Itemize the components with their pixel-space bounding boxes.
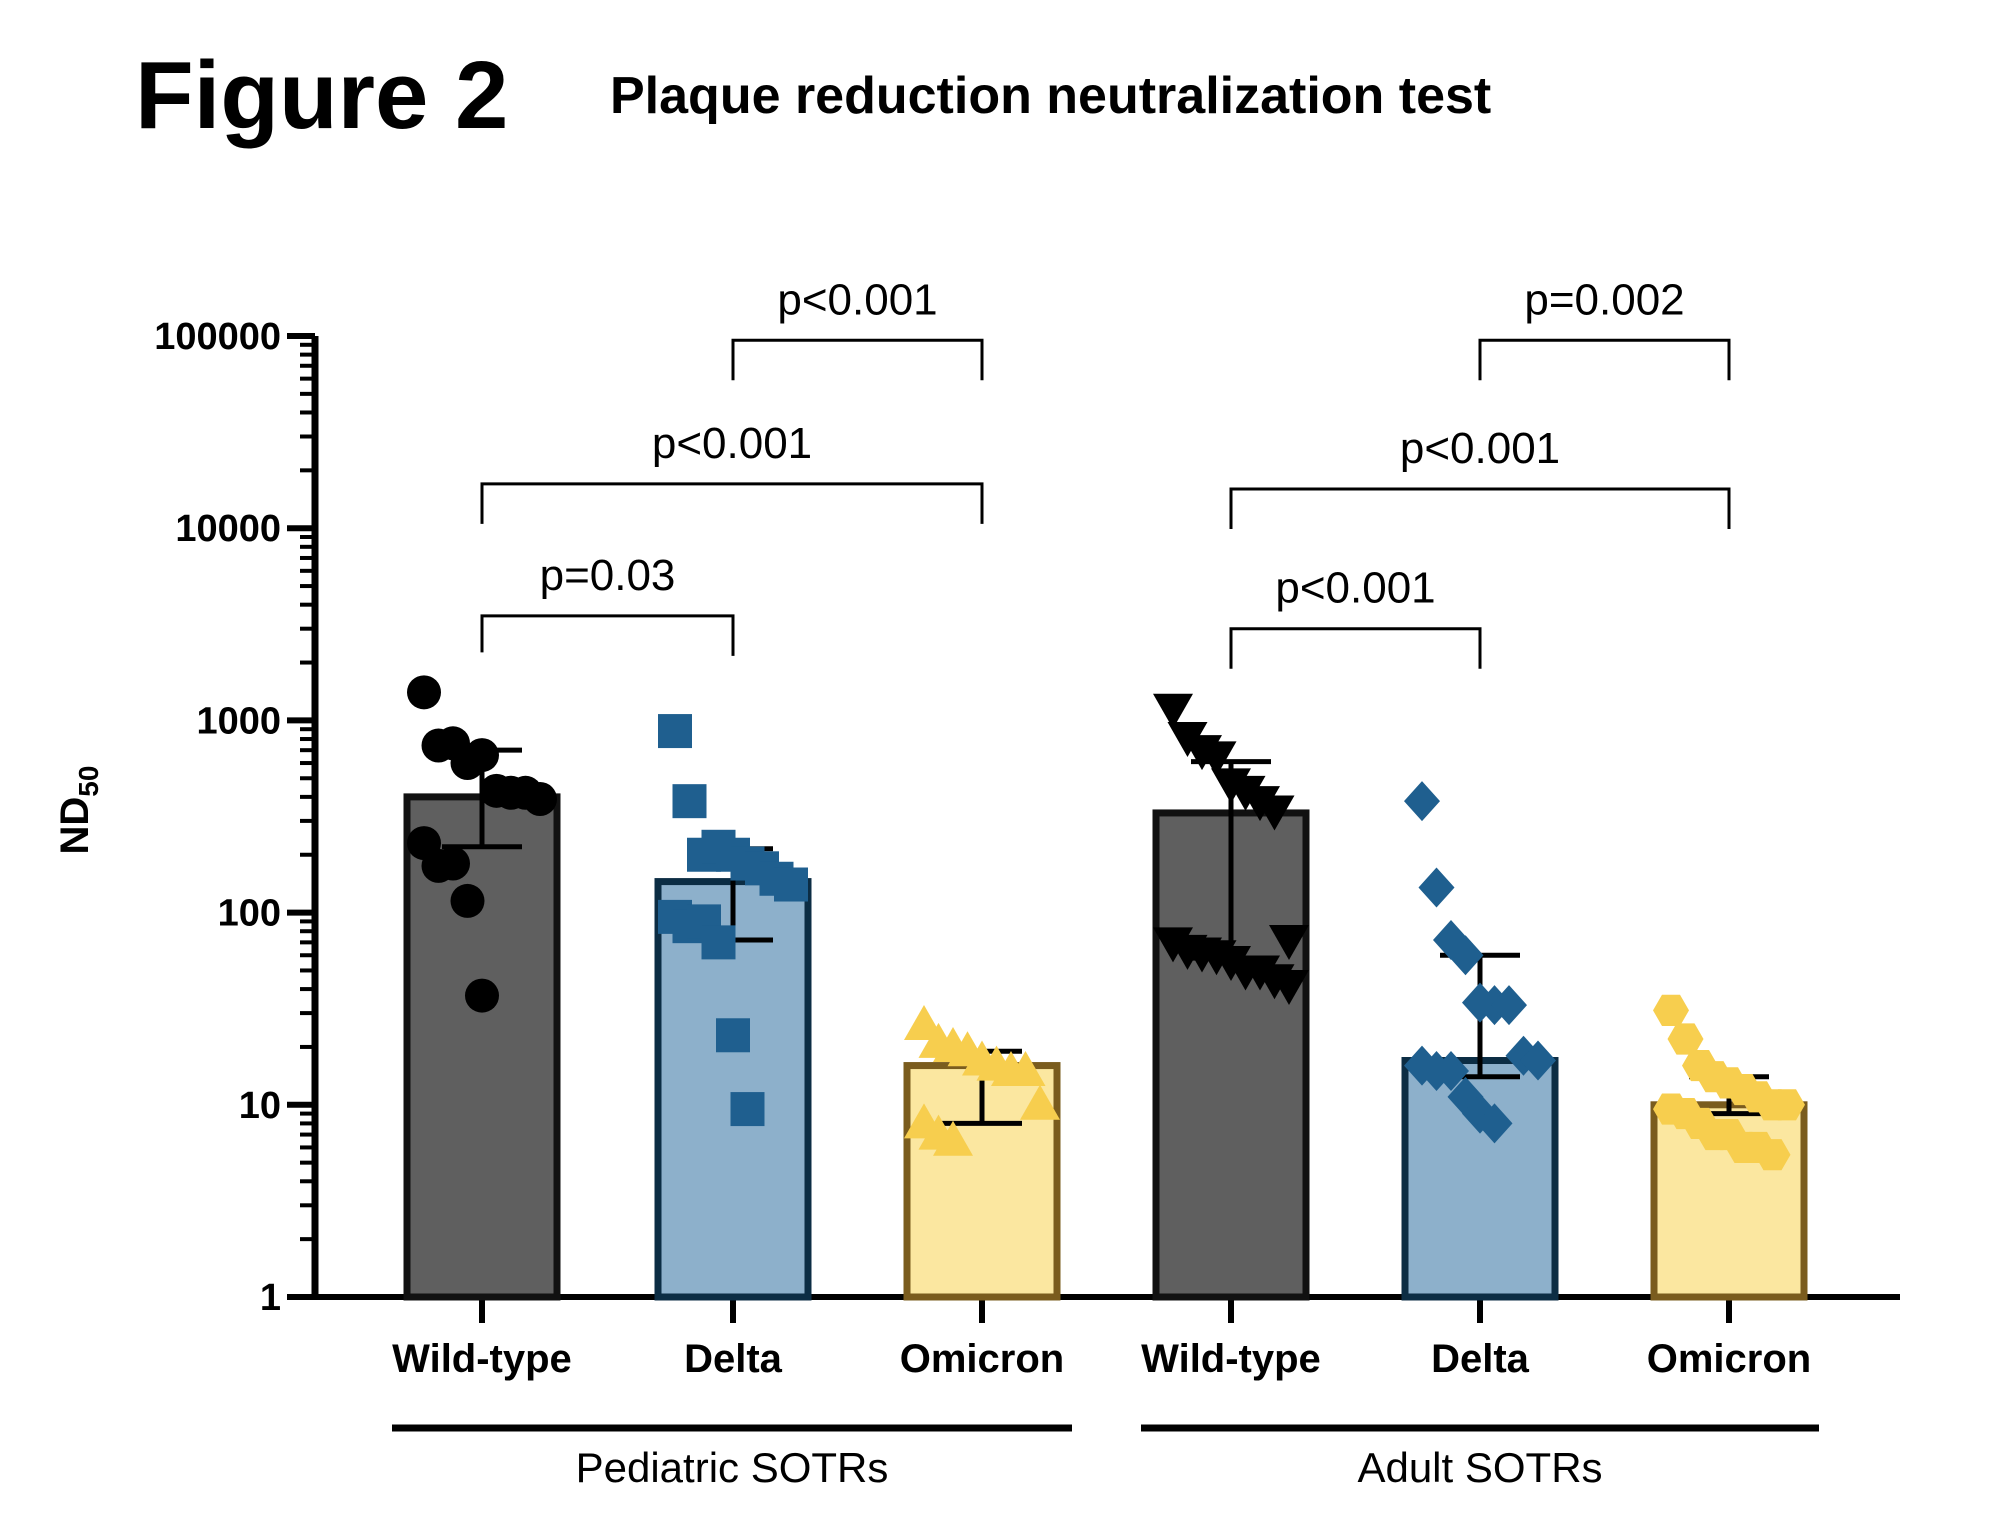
data-point xyxy=(1769,1089,1805,1121)
x-tick-label: Wild-type xyxy=(392,1337,572,1381)
axes: 1 10 100 1000 10000 100000 xyxy=(154,316,1900,1323)
significance-bracket xyxy=(1229,627,1482,669)
data-point xyxy=(1653,994,1689,1026)
chart-title: Plaque reduction neutralization test xyxy=(610,67,1492,125)
p-value-label: p<0.001 xyxy=(652,419,812,468)
x-tick-label: Wild-type xyxy=(1141,1337,1321,1381)
data-point xyxy=(1254,795,1295,831)
x-tick-label: Omicron xyxy=(900,1337,1064,1381)
data-point xyxy=(436,846,470,881)
category-labels: Wild-type Delta Omicron Pediatric SOTRs Wild… xyxy=(392,1337,1819,1491)
significance-bracket xyxy=(1478,338,1731,381)
significance-bracket xyxy=(480,482,984,524)
significance-bracket xyxy=(731,338,984,381)
data-point xyxy=(1667,1023,1704,1055)
y-tick-label: 100 xyxy=(218,893,281,935)
data-point xyxy=(1153,693,1193,729)
data-point xyxy=(774,867,808,902)
data-point xyxy=(407,675,441,710)
p-value-label: p<0.001 xyxy=(1275,564,1435,613)
data-point xyxy=(465,978,499,1013)
data-point xyxy=(1433,1050,1469,1091)
data-point xyxy=(1005,1050,1046,1086)
data-point xyxy=(1269,925,1309,961)
data-point xyxy=(658,714,692,749)
data-point xyxy=(1476,1103,1513,1144)
y-tick-label: 1 xyxy=(260,1277,281,1319)
x-tick-label: Delta xyxy=(1431,1337,1530,1381)
y-tick-label: 10000 xyxy=(175,508,281,550)
figure-label: Figure 2 xyxy=(135,42,509,149)
data-point xyxy=(1447,935,1484,976)
significance-bracket xyxy=(1229,487,1731,529)
data-point xyxy=(933,1120,973,1156)
data-point xyxy=(716,1018,750,1053)
group-label: Pediatric SOTRs xyxy=(576,1444,889,1491)
data-point xyxy=(1196,741,1237,777)
svg-text:ND50: ND50 xyxy=(53,766,104,855)
data-point xyxy=(1269,970,1309,1006)
y-axis-title-sub: 50 xyxy=(73,766,104,797)
x-tick-label: Delta xyxy=(684,1337,783,1381)
data-point xyxy=(465,738,499,773)
data-point xyxy=(450,883,485,918)
y-tick-label: 100000 xyxy=(154,316,281,358)
p-value-label: p=0.002 xyxy=(1524,275,1684,324)
data-point xyxy=(672,784,707,819)
y-tick-label: 1000 xyxy=(196,700,281,742)
data-point xyxy=(1418,867,1455,908)
p-value-label: p=0.03 xyxy=(540,551,676,600)
y-axis-title: ND50 xyxy=(53,766,104,855)
data-point xyxy=(730,1092,765,1127)
data-point xyxy=(1491,985,1527,1026)
bars xyxy=(403,793,1808,1301)
significance-bracket xyxy=(480,614,735,656)
y-tick-label: 10 xyxy=(239,1085,281,1127)
data-point xyxy=(1754,1139,1791,1171)
data-point xyxy=(1404,781,1440,822)
data-point xyxy=(1520,1040,1556,1081)
data-point xyxy=(523,781,557,816)
data-points xyxy=(407,675,1805,1171)
y-axis-title-main: ND xyxy=(53,797,97,855)
significance-annotations: p=0.03 p<0.001 p<0.001 p<0.001 p<0.001 p=0.00… xyxy=(480,275,1731,669)
group-label: Adult SOTRs xyxy=(1357,1444,1602,1491)
p-value-label: p<0.001 xyxy=(777,275,937,324)
p-value-label: p<0.001 xyxy=(1400,424,1560,473)
data-point xyxy=(701,925,736,960)
x-tick-label: Omicron xyxy=(1647,1337,1811,1381)
data-point xyxy=(1020,1084,1060,1120)
error-bars xyxy=(442,747,1769,1126)
